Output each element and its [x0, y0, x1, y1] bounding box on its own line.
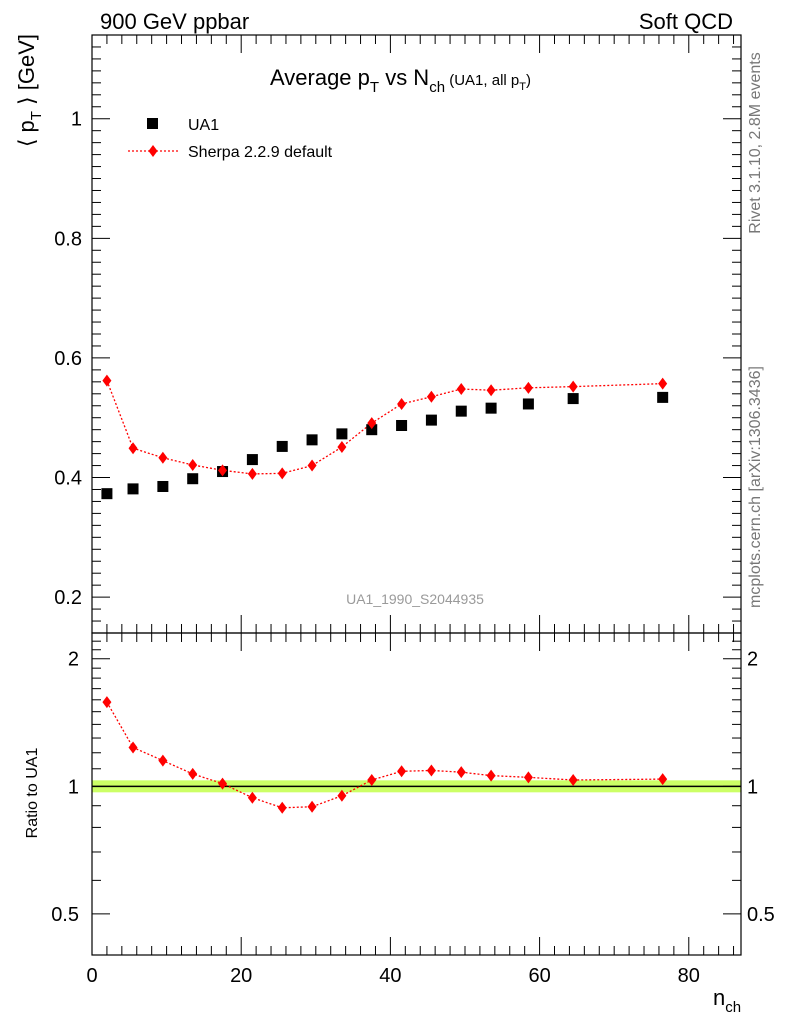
- sherpa-point: [523, 381, 533, 394]
- sherpa-point: [456, 383, 466, 396]
- analysis-id-label: UA1_1990_S2044935: [346, 591, 484, 607]
- ratio-point: [218, 777, 228, 790]
- ratio-y-tick-label: 1: [68, 776, 79, 798]
- ratio-point: [456, 766, 466, 779]
- ua1-point: [127, 483, 139, 495]
- y-tick-label: 0.8: [54, 228, 82, 250]
- ua1-point: [246, 454, 258, 466]
- sherpa-point: [337, 441, 347, 454]
- sherpa-line: [106, 380, 663, 475]
- ratio-y-tick-label-right: 2: [747, 649, 758, 671]
- ratio-y-axis-label: Ratio to UA1: [24, 748, 41, 839]
- sherpa-point: [277, 467, 287, 480]
- ratio-point: [158, 754, 168, 767]
- sherpa-point: [568, 380, 578, 393]
- ratio-plot-panel: 0.5 0.5 1 1 2 2 0 20 40 60 80 Ratio to UA1 nch: [24, 632, 775, 1016]
- mcplots-label: mcplots.cern.ch [arXiv:1306.3436]: [747, 366, 764, 608]
- sherpa-point: [218, 464, 228, 477]
- ratio-series-layer: [102, 696, 668, 814]
- legend-ua1-marker: [147, 118, 158, 129]
- ratio-point: [658, 773, 668, 786]
- ratio-plot-frame: [91, 632, 742, 956]
- y-tick-label: 0.6: [54, 348, 82, 370]
- sherpa-point: [102, 374, 112, 387]
- ua1-point: [157, 480, 169, 492]
- sherpa-point: [658, 377, 668, 390]
- ratio-point: [307, 800, 317, 813]
- ratio-x-axis: 0 20 40 60 80: [86, 633, 735, 987]
- ua1-point: [522, 398, 534, 410]
- ratio-point: [486, 769, 496, 782]
- y-tick-label: 0.4: [54, 468, 82, 490]
- ratio-point: [367, 773, 377, 786]
- ua1-point: [101, 488, 113, 500]
- sherpa-point: [247, 467, 257, 480]
- ratio-point: [337, 789, 347, 802]
- ratio-point: [102, 696, 112, 709]
- ratio-point: [128, 741, 138, 754]
- x-tick-label: 0: [86, 965, 97, 987]
- ratio-y-tick-label: 2: [68, 649, 79, 671]
- ratio-point: [426, 764, 436, 777]
- ua1-point: [336, 428, 348, 440]
- ratio-point: [397, 765, 407, 778]
- x-tick-label: 20: [230, 965, 252, 987]
- legend-sherpa-label: Sherpa 2.2.9 default: [188, 144, 333, 161]
- ratio-y-axis: 0.5 0.5 1 1 2 2: [51, 640, 775, 926]
- ua1-point: [485, 402, 497, 414]
- ratio-y-tick-label-right: 0.5: [747, 904, 775, 926]
- x-tick-label: 80: [678, 965, 700, 987]
- ua1-point: [306, 434, 318, 446]
- main-x-axis: [91, 35, 735, 633]
- ua1-point: [567, 393, 579, 405]
- x-tick-label: 60: [528, 965, 550, 987]
- ua1-point: [276, 440, 288, 452]
- ua1-point: [425, 414, 437, 426]
- energy-label: 900 GeV ppbar: [100, 9, 249, 34]
- ratio-point: [523, 771, 533, 784]
- category-label: Soft QCD: [639, 9, 733, 34]
- ratio-point: [188, 767, 198, 780]
- y-tick-label: 1: [71, 109, 82, 131]
- legend-sherpa-marker: [148, 145, 158, 157]
- main-series-layer: [101, 374, 669, 500]
- ratio-point: [247, 791, 257, 804]
- sherpa-point: [128, 442, 138, 455]
- rivet-version-label: Rivet 3.1.10, 2.8M events: [747, 52, 764, 233]
- legend: UA1 Sherpa 2.2.9 default: [128, 117, 333, 161]
- ua1-point: [396, 419, 408, 431]
- ratio-point: [277, 801, 287, 814]
- sherpa-point: [188, 458, 198, 471]
- sherpa-point: [158, 451, 168, 464]
- main-y-axis-label: ⟨ pT ⟩ [GeV]: [14, 34, 45, 147]
- sherpa-point: [367, 417, 377, 430]
- sherpa-point: [397, 397, 407, 410]
- ratio-y-tick-label: 0.5: [51, 904, 79, 926]
- ratio-y-tick-label-right: 1: [747, 776, 758, 798]
- ua1-point: [657, 391, 669, 403]
- ua1-point: [455, 405, 467, 417]
- plot-title: Average pT vs Nch (UA1, all pT): [270, 65, 531, 96]
- x-axis-label: nch: [713, 985, 741, 1016]
- sherpa-point: [426, 390, 436, 403]
- sherpa-point: [307, 459, 317, 472]
- y-tick-label: 0.2: [54, 587, 82, 609]
- main-plot-panel: 0.2 0.4 0.6 0.8 1 Average pT vs Nch (UA1, al…: [14, 34, 742, 634]
- ua1-point: [187, 473, 199, 485]
- main-y-axis: 0.2 0.4 0.6 0.8 1: [54, 34, 741, 634]
- sherpa-point: [486, 384, 496, 397]
- ratio-point: [568, 773, 578, 786]
- ua1-point: [366, 424, 378, 436]
- legend-ua1-label: UA1: [188, 117, 219, 134]
- x-tick-label: 40: [379, 965, 401, 987]
